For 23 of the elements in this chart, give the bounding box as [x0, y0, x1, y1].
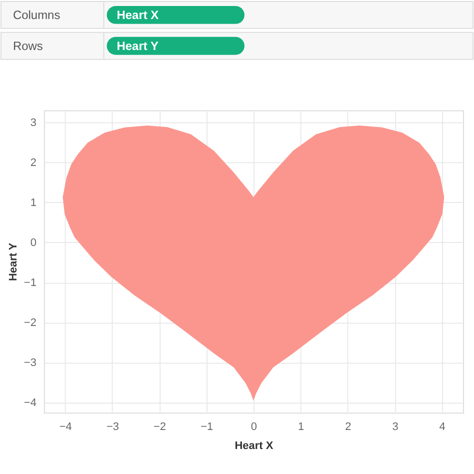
y-axis-title: Heart Y	[7, 242, 20, 282]
x-tick-label: 1	[298, 421, 304, 434]
x-tick-label: 2	[345, 421, 352, 434]
y-tick-label: −2	[24, 316, 36, 329]
x-tick-label: −1	[200, 421, 214, 434]
y-tick-label: 2	[30, 156, 36, 169]
text: Heart X	[116, 8, 159, 22]
x-tick-label: −3	[106, 421, 119, 434]
y-tick-label: −3	[24, 357, 36, 370]
y-tick-label: 0	[30, 236, 36, 249]
text: Rows	[12, 38, 43, 53]
y-tick-label: −1	[24, 276, 36, 289]
x-tick-label: −2	[154, 421, 166, 434]
x-tick-label: 3	[392, 421, 398, 434]
text: Columns	[12, 8, 60, 22]
y-tick-label: −4	[24, 397, 36, 410]
x-tick-label: −4	[59, 421, 72, 434]
x-tick-label: 4	[439, 421, 446, 434]
x-tick-label: 0	[250, 421, 258, 434]
y-tick-label: 1	[30, 196, 36, 209]
text: Heart Y	[116, 38, 158, 53]
y-tick-label: 3	[30, 116, 36, 129]
x-axis-title: Heart X	[234, 440, 274, 452]
